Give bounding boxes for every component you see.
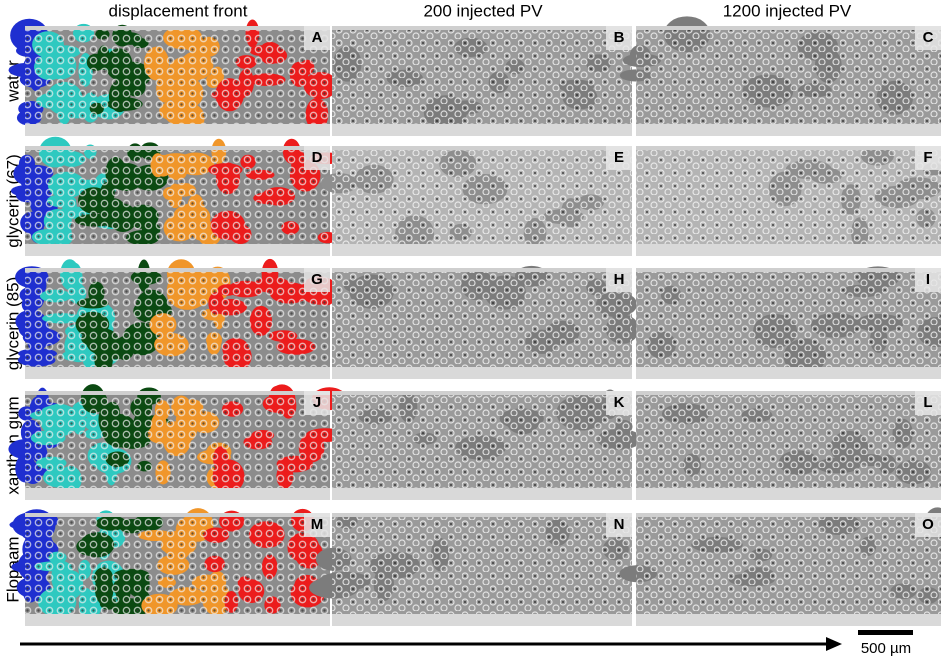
panel-letter-box bbox=[915, 513, 941, 537]
channel-edge bbox=[332, 513, 632, 517]
channel-edge bbox=[25, 26, 330, 30]
channel-edge bbox=[332, 124, 632, 136]
channel-edge bbox=[25, 124, 330, 136]
pore-texture bbox=[25, 30, 330, 124]
pore-texture bbox=[636, 395, 941, 488]
panel-letter: K bbox=[614, 394, 625, 411]
pore-texture bbox=[636, 30, 941, 124]
panel-letter: F bbox=[923, 149, 932, 166]
panel-letter-box bbox=[915, 26, 941, 50]
pore-texture bbox=[636, 150, 941, 244]
channel-edge bbox=[25, 367, 330, 379]
panel-letter-box bbox=[606, 391, 632, 415]
pore-texture bbox=[636, 272, 941, 367]
column-header: 200 injected PV bbox=[423, 1, 543, 20]
pore-texture bbox=[636, 517, 941, 614]
panel-letter: G bbox=[311, 271, 323, 288]
panel-letter-box bbox=[304, 146, 330, 170]
panel-letter-box bbox=[915, 391, 941, 415]
panel-letter: J bbox=[313, 394, 321, 411]
pore-texture bbox=[25, 395, 330, 488]
panel-letter: O bbox=[922, 516, 934, 533]
panel-letter: N bbox=[614, 516, 625, 533]
panel-letter-box bbox=[304, 268, 330, 292]
channel-edge bbox=[25, 146, 330, 150]
channel-edge bbox=[25, 614, 330, 626]
panel-letter: I bbox=[926, 271, 930, 288]
channel-edge bbox=[636, 513, 941, 517]
channel-edge bbox=[636, 146, 941, 150]
panel-letter-box bbox=[304, 26, 330, 50]
channel-edge bbox=[636, 391, 941, 395]
channel-edge bbox=[25, 244, 330, 256]
channel-edge bbox=[25, 513, 330, 517]
pore-texture bbox=[25, 272, 330, 367]
panel-letter: L bbox=[923, 394, 932, 411]
panel-letter-box bbox=[915, 146, 941, 170]
panel-letter: M bbox=[311, 516, 324, 533]
column-header: 1200 injected PV bbox=[723, 1, 852, 20]
panel-letter-box bbox=[606, 146, 632, 170]
panel-letter-box bbox=[606, 268, 632, 292]
panel-letter: H bbox=[614, 271, 625, 288]
channel-edge bbox=[332, 146, 632, 150]
panel-letter: C bbox=[923, 29, 934, 46]
channel-edge bbox=[636, 26, 941, 30]
channel-edge bbox=[332, 488, 632, 500]
panel-letter-box bbox=[606, 513, 632, 537]
scale-bar-label: 500 µm bbox=[861, 640, 911, 657]
channel-edge bbox=[332, 614, 632, 626]
channel-edge bbox=[636, 124, 941, 136]
pore-texture bbox=[332, 30, 632, 124]
panel-letter: B bbox=[614, 29, 625, 46]
channel-edge bbox=[332, 244, 632, 256]
column-header: displacement front bbox=[109, 1, 248, 20]
channel-edge bbox=[636, 244, 941, 256]
pore-texture bbox=[25, 517, 330, 614]
channel-edge bbox=[636, 367, 941, 379]
channel-edge bbox=[25, 391, 330, 395]
channel-edge bbox=[332, 391, 632, 395]
channel-edge bbox=[636, 614, 941, 626]
panel-letter: E bbox=[614, 149, 624, 166]
pore-texture bbox=[332, 150, 632, 244]
channel-edge bbox=[332, 26, 632, 30]
pore-texture bbox=[332, 517, 632, 614]
panel-letter: A bbox=[312, 29, 323, 46]
channel-edge bbox=[25, 268, 330, 272]
panel-letter-box bbox=[606, 26, 632, 50]
row-label: glycerin (85) bbox=[3, 277, 22, 371]
channel-edge bbox=[332, 367, 632, 379]
channel-edge bbox=[25, 488, 330, 500]
channel-edge bbox=[636, 488, 941, 500]
panel-letter-box bbox=[304, 513, 330, 537]
scale-bar bbox=[858, 630, 913, 635]
channel-edge bbox=[332, 268, 632, 272]
pore-texture bbox=[332, 395, 632, 488]
arrow-head bbox=[826, 637, 842, 651]
panel-letter: D bbox=[312, 149, 323, 166]
channel-edge bbox=[636, 268, 941, 272]
panel-letter-box bbox=[915, 268, 941, 292]
panel-letter-box bbox=[304, 391, 330, 415]
pore-texture bbox=[332, 272, 632, 367]
pore-texture bbox=[25, 150, 330, 244]
